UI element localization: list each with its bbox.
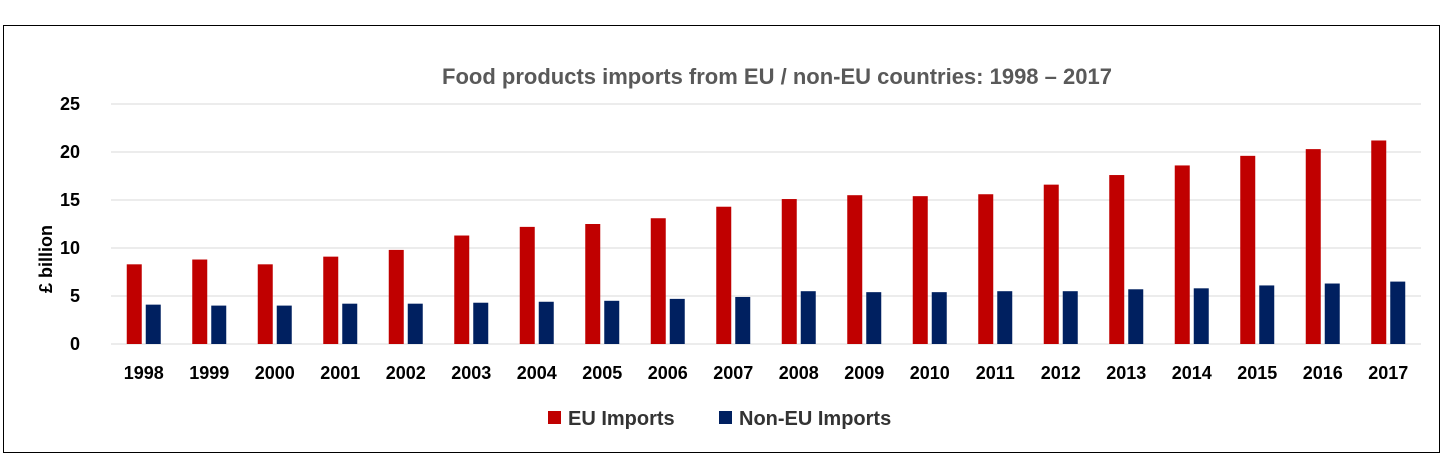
bar-eu-imports bbox=[1043, 184, 1059, 344]
bar-eu-imports bbox=[978, 194, 994, 344]
x-tick-label: 1998 bbox=[124, 363, 164, 383]
bar-eu-imports bbox=[1305, 149, 1321, 344]
chart-title: Food products imports from EU / non-EU c… bbox=[442, 64, 1112, 89]
bar-eu-imports bbox=[585, 224, 601, 344]
y-tick-label: 20 bbox=[60, 142, 80, 162]
y-tick-label: 0 bbox=[70, 334, 80, 354]
bar-eu-imports bbox=[519, 226, 535, 344]
bar-non-eu-imports bbox=[145, 304, 161, 344]
y-tick-label: 5 bbox=[70, 286, 80, 306]
x-tick-label: 2013 bbox=[1106, 363, 1146, 383]
bar-non-eu-imports bbox=[407, 303, 423, 344]
y-axis-title: £ billion bbox=[36, 225, 56, 293]
bar-eu-imports bbox=[847, 195, 863, 344]
x-tick-label: 2016 bbox=[1303, 363, 1343, 383]
bar-non-eu-imports bbox=[538, 301, 554, 344]
gridlines bbox=[111, 103, 1421, 345]
bar-eu-imports bbox=[1371, 140, 1387, 344]
bar-non-eu-imports bbox=[211, 305, 227, 344]
bar-eu-imports bbox=[126, 264, 142, 344]
bar-non-eu-imports bbox=[276, 305, 292, 344]
bar-eu-imports bbox=[257, 264, 273, 344]
bar-eu-imports bbox=[912, 196, 928, 344]
x-tick-label: 2011 bbox=[976, 363, 1015, 383]
bar-non-eu-imports bbox=[800, 291, 816, 344]
x-tick-label: 2008 bbox=[779, 363, 819, 383]
y-tick-label: 15 bbox=[60, 190, 80, 210]
bar-eu-imports bbox=[716, 206, 732, 344]
x-tick-label: 2000 bbox=[255, 363, 295, 383]
x-tick-label: 2017 bbox=[1368, 363, 1408, 383]
bar-non-eu-imports bbox=[604, 300, 620, 344]
y-tick-label: 25 bbox=[60, 94, 80, 114]
bar-non-eu-imports bbox=[1062, 291, 1078, 344]
bar-non-eu-imports bbox=[1259, 285, 1275, 344]
bar-non-eu-imports bbox=[1324, 283, 1340, 344]
bar-eu-imports bbox=[1240, 155, 1256, 344]
x-tick-label: 2009 bbox=[844, 363, 884, 383]
y-axis-ticks: 0 5 10 15 20 25 bbox=[60, 94, 80, 354]
x-tick-label: 2001 bbox=[320, 363, 360, 383]
x-tick-label: 2012 bbox=[1041, 363, 1081, 383]
chart-frame: Food products imports from EU / non-EU c… bbox=[3, 25, 1440, 453]
bar-eu-imports bbox=[1109, 175, 1125, 344]
x-tick-label: 2002 bbox=[386, 363, 426, 383]
legend-label-eu-imports: EU Imports bbox=[568, 408, 675, 430]
bar-eu-imports bbox=[388, 249, 404, 344]
bar-non-eu-imports bbox=[1390, 281, 1406, 344]
x-tick-label: 1999 bbox=[189, 363, 229, 383]
bar-non-eu-imports bbox=[866, 292, 882, 344]
bar-eu-imports bbox=[1174, 165, 1190, 344]
legend-label-non-eu-imports: Non-EU Imports bbox=[739, 408, 891, 430]
x-tick-label: 2006 bbox=[648, 363, 688, 383]
x-tick-label: 2003 bbox=[451, 363, 491, 383]
bar-non-eu-imports bbox=[1193, 288, 1209, 344]
bar-eu-imports bbox=[323, 256, 339, 344]
x-tick-label: 2010 bbox=[910, 363, 950, 383]
legend-swatch-non-eu-imports bbox=[719, 411, 732, 424]
x-tick-label: 2014 bbox=[1172, 363, 1212, 383]
legend-swatch-eu-imports bbox=[548, 411, 561, 424]
bar-non-eu-imports bbox=[473, 302, 489, 344]
legend: EU Imports Non-EU Imports bbox=[548, 408, 891, 430]
bar-non-eu-imports bbox=[1128, 289, 1144, 344]
bar-eu-imports bbox=[650, 218, 666, 344]
bar-non-eu-imports bbox=[669, 298, 685, 344]
bars bbox=[126, 140, 1406, 344]
x-tick-label: 2005 bbox=[582, 363, 622, 383]
y-tick-label: 10 bbox=[60, 238, 80, 258]
bar-eu-imports bbox=[192, 259, 208, 344]
x-axis-ticks: 1998 1999 2000 2001 2002 2003 2004 2005 2006 2007… bbox=[124, 363, 1409, 383]
bar-non-eu-imports bbox=[342, 303, 358, 344]
bar-eu-imports bbox=[781, 199, 797, 344]
x-tick-label: 2004 bbox=[517, 363, 557, 383]
x-tick-label: 2007 bbox=[713, 363, 753, 383]
bar-eu-imports bbox=[454, 235, 470, 344]
x-tick-label: 2015 bbox=[1237, 363, 1277, 383]
chart-canvas: Food products imports from EU / non-EU c… bbox=[36, 64, 1421, 430]
bar-non-eu-imports bbox=[735, 296, 751, 344]
bar-non-eu-imports bbox=[997, 291, 1013, 344]
bar-non-eu-imports bbox=[931, 292, 947, 344]
